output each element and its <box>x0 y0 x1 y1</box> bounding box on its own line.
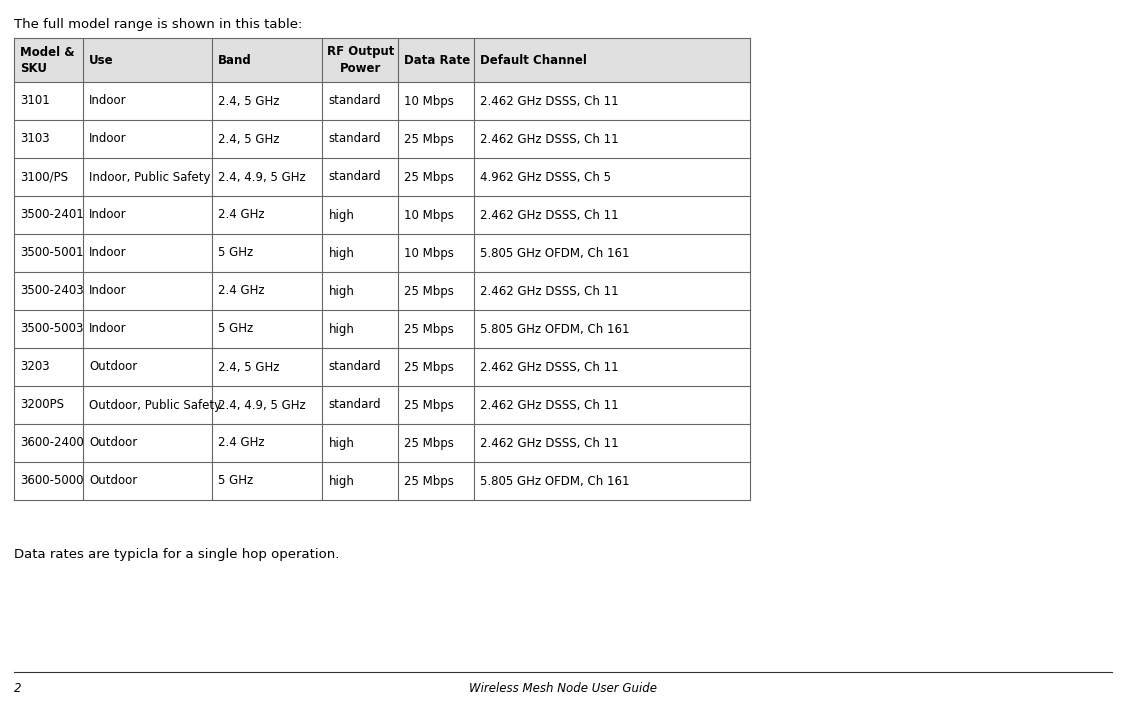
Text: Band: Band <box>218 54 252 67</box>
Text: Indoor: Indoor <box>89 208 127 222</box>
Text: Indoor: Indoor <box>89 94 127 108</box>
Text: Outdoor, Public Safety: Outdoor, Public Safety <box>89 399 222 411</box>
Text: 2.462 GHz DSSS, Ch 11: 2.462 GHz DSSS, Ch 11 <box>480 360 618 374</box>
Text: high: high <box>329 437 355 450</box>
Text: 2.462 GHz DSSS, Ch 11: 2.462 GHz DSSS, Ch 11 <box>480 285 618 297</box>
Text: high: high <box>329 474 355 488</box>
Text: 2.4, 4.9, 5 GHz: 2.4, 4.9, 5 GHz <box>218 399 306 411</box>
Text: 3500-2403: 3500-2403 <box>20 285 83 297</box>
Text: 2.4, 5 GHz: 2.4, 5 GHz <box>218 360 279 374</box>
Text: 4.962 GHz DSSS, Ch 5: 4.962 GHz DSSS, Ch 5 <box>480 171 611 183</box>
Text: 10 Mbps: 10 Mbps <box>404 246 454 260</box>
Text: 5.805 GHz OFDM, Ch 161: 5.805 GHz OFDM, Ch 161 <box>480 246 629 260</box>
Text: 3600-2400: 3600-2400 <box>20 437 83 450</box>
Text: Use: Use <box>89 54 114 67</box>
Text: 2.4 GHz: 2.4 GHz <box>218 208 265 222</box>
Text: Default Channel: Default Channel <box>480 54 587 67</box>
Text: 2.462 GHz DSSS, Ch 11: 2.462 GHz DSSS, Ch 11 <box>480 399 618 411</box>
Text: 3500-5003: 3500-5003 <box>20 323 83 336</box>
Text: 5 GHz: 5 GHz <box>218 246 253 260</box>
Text: Data Rate: Data Rate <box>404 54 471 67</box>
Text: 25 Mbps: 25 Mbps <box>404 171 454 183</box>
Text: 25 Mbps: 25 Mbps <box>404 285 454 297</box>
Text: standard: standard <box>329 399 381 411</box>
Text: 5.805 GHz OFDM, Ch 161: 5.805 GHz OFDM, Ch 161 <box>480 323 629 336</box>
Text: 2.4, 5 GHz: 2.4, 5 GHz <box>218 132 279 146</box>
Text: 5.805 GHz OFDM, Ch 161: 5.805 GHz OFDM, Ch 161 <box>480 474 629 488</box>
Text: 2.462 GHz DSSS, Ch 11: 2.462 GHz DSSS, Ch 11 <box>480 94 618 108</box>
Text: Model &
SKU: Model & SKU <box>20 45 74 74</box>
Text: 10 Mbps: 10 Mbps <box>404 208 454 222</box>
Text: high: high <box>329 208 355 222</box>
Text: 2.4, 4.9, 5 GHz: 2.4, 4.9, 5 GHz <box>218 171 306 183</box>
Text: 2.4 GHz: 2.4 GHz <box>218 285 265 297</box>
Text: 25 Mbps: 25 Mbps <box>404 474 454 488</box>
Text: standard: standard <box>329 171 381 183</box>
Text: 25 Mbps: 25 Mbps <box>404 399 454 411</box>
Text: 25 Mbps: 25 Mbps <box>404 437 454 450</box>
Text: 10 Mbps: 10 Mbps <box>404 94 454 108</box>
Text: 3103: 3103 <box>20 132 50 146</box>
Text: 5 GHz: 5 GHz <box>218 323 253 336</box>
Text: 3600-5000: 3600-5000 <box>20 474 83 488</box>
Text: high: high <box>329 246 355 260</box>
Text: Indoor: Indoor <box>89 132 127 146</box>
Text: Data rates are typicla for a single hop operation.: Data rates are typicla for a single hop … <box>14 548 339 561</box>
Text: Outdoor: Outdoor <box>89 437 137 450</box>
Text: 3500-2401: 3500-2401 <box>20 208 83 222</box>
Text: 2.462 GHz DSSS, Ch 11: 2.462 GHz DSSS, Ch 11 <box>480 437 618 450</box>
Text: 3101: 3101 <box>20 94 50 108</box>
Text: standard: standard <box>329 360 381 374</box>
Text: Indoor, Public Safety: Indoor, Public Safety <box>89 171 211 183</box>
Text: 3100/PS: 3100/PS <box>20 171 68 183</box>
Text: The full model range is shown in this table:: The full model range is shown in this ta… <box>14 18 303 31</box>
Text: 2.462 GHz DSSS, Ch 11: 2.462 GHz DSSS, Ch 11 <box>480 132 618 146</box>
Bar <box>14 38 750 82</box>
Text: standard: standard <box>329 94 381 108</box>
Text: RF Output
Power: RF Output Power <box>327 45 394 74</box>
Text: 25 Mbps: 25 Mbps <box>404 323 454 336</box>
Text: 25 Mbps: 25 Mbps <box>404 360 454 374</box>
Text: 3200PS: 3200PS <box>20 399 64 411</box>
Text: 3203: 3203 <box>20 360 50 374</box>
Text: Indoor: Indoor <box>89 246 127 260</box>
Text: high: high <box>329 323 355 336</box>
Text: 5 GHz: 5 GHz <box>218 474 253 488</box>
Text: 25 Mbps: 25 Mbps <box>404 132 454 146</box>
Text: Indoor: Indoor <box>89 323 127 336</box>
Text: high: high <box>329 285 355 297</box>
Text: Outdoor: Outdoor <box>89 360 137 374</box>
Text: 2.4, 5 GHz: 2.4, 5 GHz <box>218 94 279 108</box>
Text: 2.4 GHz: 2.4 GHz <box>218 437 265 450</box>
Text: 3500-5001: 3500-5001 <box>20 246 83 260</box>
Text: standard: standard <box>329 132 381 146</box>
Text: Outdoor: Outdoor <box>89 474 137 488</box>
Text: Wireless Mesh Node User Guide: Wireless Mesh Node User Guide <box>470 682 656 695</box>
Text: 2.462 GHz DSSS, Ch 11: 2.462 GHz DSSS, Ch 11 <box>480 208 618 222</box>
Text: Indoor: Indoor <box>89 285 127 297</box>
Text: 2: 2 <box>14 682 21 695</box>
